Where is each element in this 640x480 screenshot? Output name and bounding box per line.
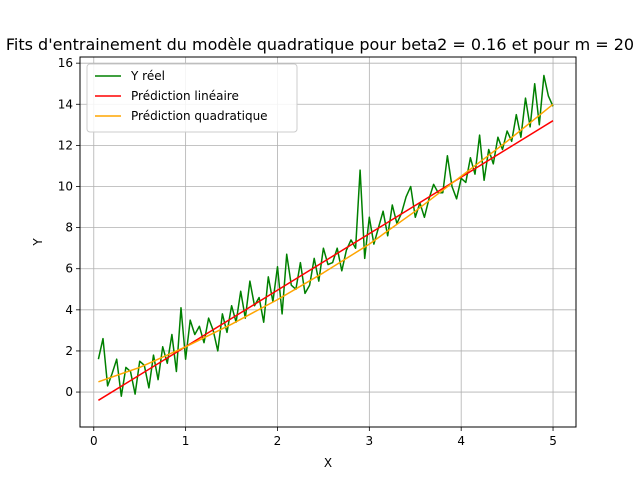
x-tick-label: 5 [549,434,557,448]
y-tick-label: 10 [58,180,73,194]
y-axis-label: Y [31,238,45,247]
y-tick-label: 16 [58,56,73,70]
series-layer [97,74,554,401]
legend-entry-0: Y réel [130,69,165,83]
y-tick-label: 14 [58,97,73,111]
series-line-2 [98,103,554,383]
x-tick-label: 0 [90,434,98,448]
y-tick-label: 0 [65,385,73,399]
y-tick-label: 6 [65,262,73,276]
series-line-1 [98,120,554,401]
y-tick-label: 4 [65,303,73,317]
legend-entry-1: Prédiction linéaire [131,89,239,103]
legend-box [86,63,298,133]
y-tick-label: 2 [65,344,73,358]
x-tick-label: 1 [182,434,190,448]
x-tick-label: 3 [366,434,374,448]
plot-frame [79,56,577,428]
y-tick-label: 8 [65,221,73,235]
x-tick-label: 4 [457,434,465,448]
y-tick-label: 12 [58,138,73,152]
legend-entry-2: Prédiction quadratique [131,109,268,123]
chart-title: Fits d'entrainement du modèle quadratiqu… [6,35,634,54]
x-axis-label: X [324,456,332,470]
legend: Y réel Prédiction linéaire Prédiction quad… [86,63,298,133]
x-tick-label: 2 [274,434,282,448]
